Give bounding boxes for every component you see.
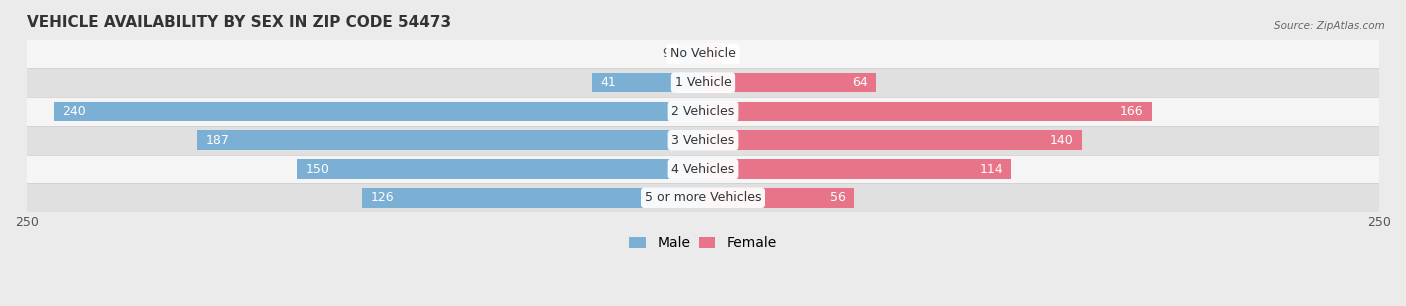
Bar (197, 130, 703, 150)
Text: 64: 64 (852, 76, 868, 89)
Bar (703, 102, 1152, 121)
Bar (592, 73, 703, 92)
Bar (363, 188, 703, 207)
Text: 5 or more Vehicles: 5 or more Vehicles (645, 191, 761, 204)
Bar (703, 130, 1081, 150)
Bar (703, 159, 1011, 179)
Text: 41: 41 (600, 76, 616, 89)
FancyBboxPatch shape (14, 183, 1392, 212)
Text: No Vehicle: No Vehicle (671, 47, 735, 60)
Text: Source: ZipAtlas.com: Source: ZipAtlas.com (1274, 21, 1385, 32)
Text: 9: 9 (662, 47, 671, 60)
Text: 140: 140 (1050, 134, 1074, 147)
Text: 240: 240 (62, 105, 86, 118)
Bar (703, 188, 855, 207)
Text: 56: 56 (831, 191, 846, 204)
FancyBboxPatch shape (14, 97, 1392, 126)
Text: 1 Vehicle: 1 Vehicle (675, 76, 731, 89)
Text: 150: 150 (305, 162, 329, 176)
Legend: Male, Female: Male, Female (624, 231, 782, 256)
Text: 114: 114 (980, 162, 1002, 176)
Text: 126: 126 (370, 191, 394, 204)
FancyBboxPatch shape (14, 39, 1392, 68)
Text: VEHICLE AVAILABILITY BY SEX IN ZIP CODE 54473: VEHICLE AVAILABILITY BY SEX IN ZIP CODE … (27, 15, 451, 30)
FancyBboxPatch shape (14, 155, 1392, 183)
Bar (703, 73, 876, 92)
Bar (703, 44, 721, 64)
Bar (53, 102, 703, 121)
Bar (679, 44, 703, 64)
Text: 3 Vehicles: 3 Vehicles (672, 134, 734, 147)
FancyBboxPatch shape (14, 68, 1392, 97)
Bar (297, 159, 703, 179)
Text: 4 Vehicles: 4 Vehicles (672, 162, 734, 176)
Text: 166: 166 (1121, 105, 1144, 118)
Text: 7: 7 (730, 47, 738, 60)
FancyBboxPatch shape (14, 126, 1392, 155)
Text: 187: 187 (205, 134, 229, 147)
Text: 2 Vehicles: 2 Vehicles (672, 105, 734, 118)
